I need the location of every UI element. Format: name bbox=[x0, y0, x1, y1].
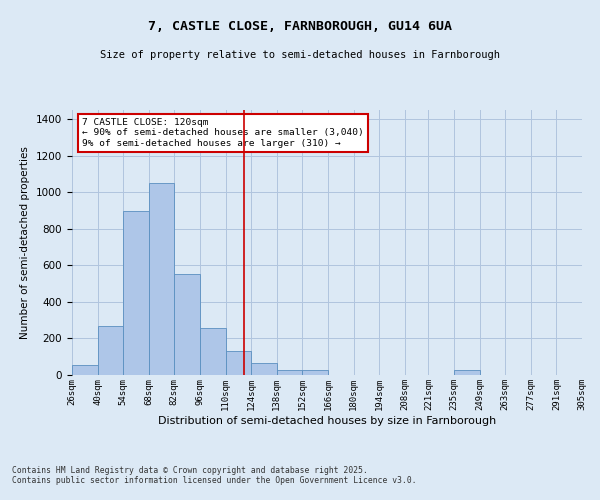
Bar bbox=[149, 183, 175, 375]
Bar bbox=[98, 326, 123, 375]
X-axis label: Distribution of semi-detached houses by size in Farnborough: Distribution of semi-detached houses by … bbox=[158, 416, 496, 426]
Bar bbox=[200, 328, 226, 375]
Bar bbox=[302, 370, 328, 375]
Text: Contains HM Land Registry data © Crown copyright and database right 2025.
Contai: Contains HM Land Registry data © Crown c… bbox=[12, 466, 416, 485]
Bar bbox=[72, 365, 98, 375]
Text: 7, CASTLE CLOSE, FARNBOROUGH, GU14 6UA: 7, CASTLE CLOSE, FARNBOROUGH, GU14 6UA bbox=[148, 20, 452, 33]
Bar bbox=[226, 351, 251, 375]
Bar bbox=[277, 370, 302, 375]
Bar bbox=[123, 210, 149, 375]
Bar bbox=[175, 274, 200, 375]
Bar bbox=[454, 370, 479, 375]
Bar bbox=[251, 363, 277, 375]
Y-axis label: Number of semi-detached properties: Number of semi-detached properties bbox=[20, 146, 31, 339]
Text: Size of property relative to semi-detached houses in Farnborough: Size of property relative to semi-detach… bbox=[100, 50, 500, 60]
Text: 7 CASTLE CLOSE: 120sqm
← 90% of semi-detached houses are smaller (3,040)
9% of s: 7 CASTLE CLOSE: 120sqm ← 90% of semi-det… bbox=[82, 118, 364, 148]
